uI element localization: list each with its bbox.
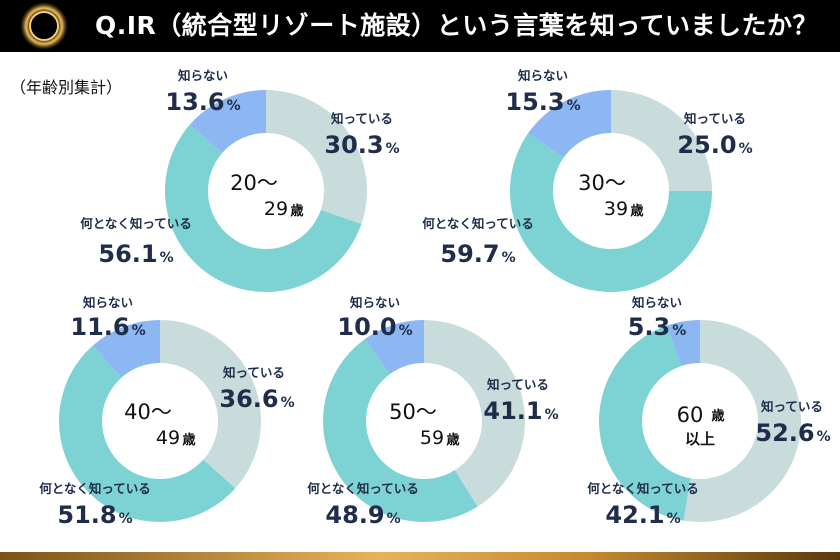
slice-label-vaguely: 何となく知っている: [307, 481, 419, 496]
slice-label-vaguely: 何となく知っている: [587, 481, 699, 496]
slice-vaguely: [58, 345, 236, 522]
subtitle: （年齢別集計）: [10, 78, 123, 97]
center-label-part: 40〜: [124, 400, 172, 424]
donut-chart-3: 知っている 36.6 % 何となく知っている 51.8 % 知らない 11.6 % 40〜 49 歳: [39, 295, 294, 529]
center-label-part: 20〜: [230, 171, 278, 195]
donut-chart-2: 知っている 25.0 % 何となく知っている 59.7 % 知らない 15.3 % 30〜 39 歳: [422, 68, 753, 292]
center-label-part: 39: [604, 198, 628, 220]
page-title: Q.IR（統合型リゾート施設）という言葉を知っていましたか？: [95, 11, 819, 40]
slice-value-dont-know: 11.6%: [70, 313, 145, 341]
center-label-part: 30〜: [578, 171, 626, 195]
header-bar: Q.IR（統合型リゾート施設）という言葉を知っていましたか？: [0, 0, 840, 52]
slice-dont-know: [364, 320, 424, 375]
slice-label-dont-know: 知らない: [82, 295, 133, 310]
slice-label-dont-know: 知らない: [177, 68, 228, 83]
slice-label-know: 知っている: [222, 365, 285, 380]
center-label-part: 60: [677, 403, 704, 427]
center-label-part: 歳: [182, 432, 195, 448]
slice-dont-know: [528, 90, 611, 158]
slice-know: [160, 320, 261, 489]
slice-value-dont-know: 5.3%: [628, 313, 687, 341]
slice-know: [424, 320, 525, 507]
slice-value-know: 36.6%: [219, 385, 294, 413]
slice-value-know: 30.3%: [324, 131, 399, 159]
center-label-part: 歳: [711, 408, 724, 424]
slice-value-dont-know: 15.3%: [505, 88, 580, 116]
center-label-part: 歳: [630, 203, 643, 219]
slice-value-vaguely: 51.8%: [57, 501, 132, 529]
slice-value-dont-know: 13.6%: [165, 88, 240, 116]
center-label-part: 以上: [685, 430, 715, 448]
center-label-part: 49: [156, 427, 180, 449]
slice-value-know: 41.1%: [483, 397, 558, 425]
center-label-part: 50〜: [389, 400, 437, 424]
slice-label-know: 知っている: [760, 399, 823, 414]
donut-chart-5: 知っている 52.6 % 何となく知っている 42.1 % 知らない 5.3 % 60 歳以上: [587, 295, 830, 529]
slice-label-dont-know: 知らない: [349, 295, 400, 310]
slice-dont-know: [189, 90, 266, 153]
slice-value-vaguely: 42.1%: [605, 501, 680, 529]
slice-label-vaguely: 何となく知っている: [39, 481, 151, 496]
slice-label-know: 知っている: [330, 111, 393, 126]
slice-vaguely: [323, 339, 478, 522]
slice-value-vaguely: 48.9%: [325, 501, 400, 529]
slice-vaguely: [165, 124, 362, 292]
slice-vaguely: [510, 133, 712, 292]
slice-value-know: 25.0%: [677, 131, 752, 159]
slice-label-know: 知っている: [486, 377, 549, 392]
slice-value-know: 52.6%: [755, 419, 830, 447]
center-label-part: 歳: [446, 432, 459, 448]
donut-chart-1: 知っている 30.3 % 何となく知っている 56.1 % 知らない 13.6 % 20〜 29 歳: [80, 68, 400, 292]
slice-label-vaguely: 何となく知っている: [80, 216, 192, 231]
slice-value-dont-know: 10.0%: [337, 313, 412, 341]
slice-label-know: 知っている: [683, 111, 746, 126]
slice-dont-know: [92, 320, 160, 378]
slice-dont-know: [666, 320, 700, 367]
slice-label-vaguely: 何となく知っている: [422, 216, 534, 231]
donut-chart-4: 知っている 41.1 % 何となく知っている 48.9 % 知らない 10.0 % 50〜 59 歳: [307, 295, 558, 529]
center-label-part: 29: [264, 198, 288, 220]
gold-footer-bar: [0, 552, 840, 560]
center-label-part: 59: [420, 427, 444, 449]
gold-sun-burst-icon: [20, 2, 68, 50]
slice-value-vaguely: 59.7%: [440, 240, 515, 268]
slice-vaguely: [599, 325, 691, 521]
center-label-part: 歳: [290, 203, 303, 219]
slice-value-vaguely: 56.1%: [98, 240, 173, 268]
slice-know: [611, 90, 712, 191]
slice-label-dont-know: 知らない: [517, 68, 568, 83]
slice-label-dont-know: 知らない: [631, 295, 682, 310]
slice-know: [683, 320, 802, 522]
slice-know: [266, 90, 368, 225]
